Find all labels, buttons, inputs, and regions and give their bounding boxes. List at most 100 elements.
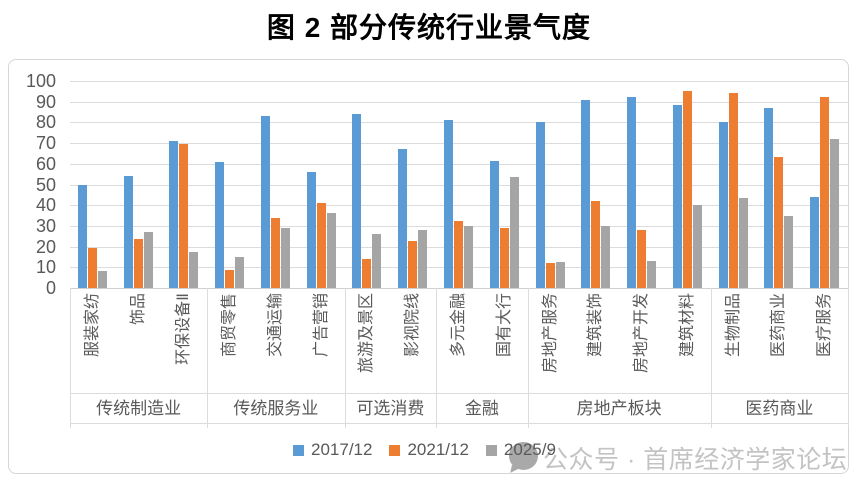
group-label-房地产板块: 房地产板块 [576,399,662,418]
bar-2021/12-商贸零售 [225,270,234,288]
group-divider [711,288,712,428]
y-tick-label: 50 [35,174,56,195]
group-divider [436,288,437,428]
category-label: 交通运输 [266,293,284,358]
bar-2021/12-影视院线 [408,241,417,288]
bar-2025/9-服装家纺 [98,271,107,288]
category-label: 建筑装饰 [587,293,605,358]
group-divider [345,288,346,428]
category-label: 国有大行 [495,293,513,358]
bar-2017/12-国有大行 [490,161,499,288]
bar-2021/12-房地产开发 [637,230,646,288]
group-divider [848,288,849,428]
category-label: 环保设备Ⅱ [175,293,193,365]
category-label: 多元金融 [450,293,467,358]
bar-2017/12-商贸零售 [215,162,224,288]
bar-2025/9-医疗服务 [830,139,839,288]
chart-title: 图 2 部分传统行业景气度 [266,12,592,43]
bar-2021/12-医疗服务 [820,97,829,288]
gridline [70,143,848,145]
category-label: 饰品 [129,293,147,326]
bar-2017/12-建筑装饰 [581,100,590,288]
bar-2017/12-生物制品 [719,122,728,288]
category-label: 医疗服务 [816,293,834,358]
tier-separator-line [70,393,848,394]
gridline [70,122,848,124]
bar-2025/9-旅游及景区 [372,234,381,288]
bar-2025/9-交通运输 [281,228,290,288]
bar-2021/12-建筑装饰 [591,201,600,288]
y-tick-label: 90 [35,91,56,112]
bar-2017/12-交通运输 [261,116,270,288]
y-tick-label: 60 [35,153,56,174]
gridline [70,184,848,186]
bar-2025/9-国有大行 [510,177,519,288]
bar-2025/9-饰品 [144,232,153,288]
legend-swatch-icon [389,444,401,456]
bar-2017/12-广告营销 [307,172,316,288]
gridline [70,163,848,165]
category-label: 旅游及景区 [358,293,376,374]
bar-2017/12-饰品 [124,176,133,288]
bar-2025/9-影视院线 [418,230,427,288]
bar-2021/12-医药商业 [774,157,783,288]
watermark-text: 公众号 · 首席经济学家论坛 [543,446,848,474]
bar-2025/9-广告营销 [327,213,336,288]
bar-2017/12-环保设备Ⅱ [169,141,178,288]
group-label-金融: 金融 [464,399,499,418]
bar-2025/9-商贸零售 [235,257,244,288]
group-label-医药商业: 医药商业 [745,399,814,418]
bar-2021/12-广告营销 [317,203,326,288]
legend: 2017/12 2021/12 2025/9 [293,440,556,460]
gridline [70,101,848,103]
bar-2017/12-多元金融 [444,120,453,288]
category-label: 商贸零售 [221,293,239,358]
legend-item-2025/9: 2025/9 [485,440,556,460]
legend-label: 2021/12 [407,440,469,459]
legend-swatch-icon [293,444,304,456]
bar-2021/12-环保设备Ⅱ [179,144,188,288]
group-label-可选消费: 可选消费 [356,399,425,418]
bar-2025/9-建筑装饰 [601,226,610,288]
bar-2025/9-医药商业 [784,216,793,288]
category-label: 房地产服务 [541,293,559,374]
bar-2025/9-房地产开发 [647,261,656,288]
y-tick-label: 10 [35,257,56,278]
bar-2021/12-服装家纺 [88,248,97,288]
y-tick-label: 70 [35,133,56,154]
bar-2025/9-建筑材料 [693,205,702,288]
category-label: 影视院线 [404,293,422,358]
legend-label: 2017/12 [311,440,373,459]
x-axis-line [70,288,848,289]
legend-item-2021/12: 2021/12 [389,440,469,460]
bar-2017/12-医药商业 [764,108,773,288]
bar-2025/9-环保设备Ⅱ [189,252,198,288]
category-label: 建筑材料 [678,293,696,358]
category-label: 生物制品 [724,293,742,358]
category-area-bottom-line [70,423,848,424]
bar-2021/12-国有大行 [500,228,509,288]
bar-2021/12-交通运输 [271,218,280,288]
bar-2021/12-饰品 [134,239,143,288]
group-divider [207,288,208,428]
category-label: 服装家纺 [83,293,101,358]
bar-2021/12-旅游及景区 [362,259,371,288]
bar-2021/12-建筑材料 [683,91,692,288]
speech-bubble-icon [509,442,538,470]
bar-2021/12-房地产服务 [546,263,555,288]
y-tick-label: 80 [35,112,56,133]
category-label: 广告营销 [312,293,330,358]
bar-2017/12-建筑材料 [673,105,682,288]
bar-2025/9-多元金融 [464,226,473,288]
category-label: 房地产开发 [633,293,651,374]
y-tick-label: 0 [45,278,56,298]
group-label-传统制造业: 传统制造业 [96,399,182,418]
legend-item-2017/12: 2017/12 [293,440,372,460]
bar-2017/12-房地产服务 [536,122,545,288]
y-tick-label: 20 [35,236,56,257]
legend-swatch-icon [485,444,497,456]
gridline [70,205,848,207]
group-divider [70,288,71,428]
bar-2017/12-医疗服务 [810,197,819,288]
